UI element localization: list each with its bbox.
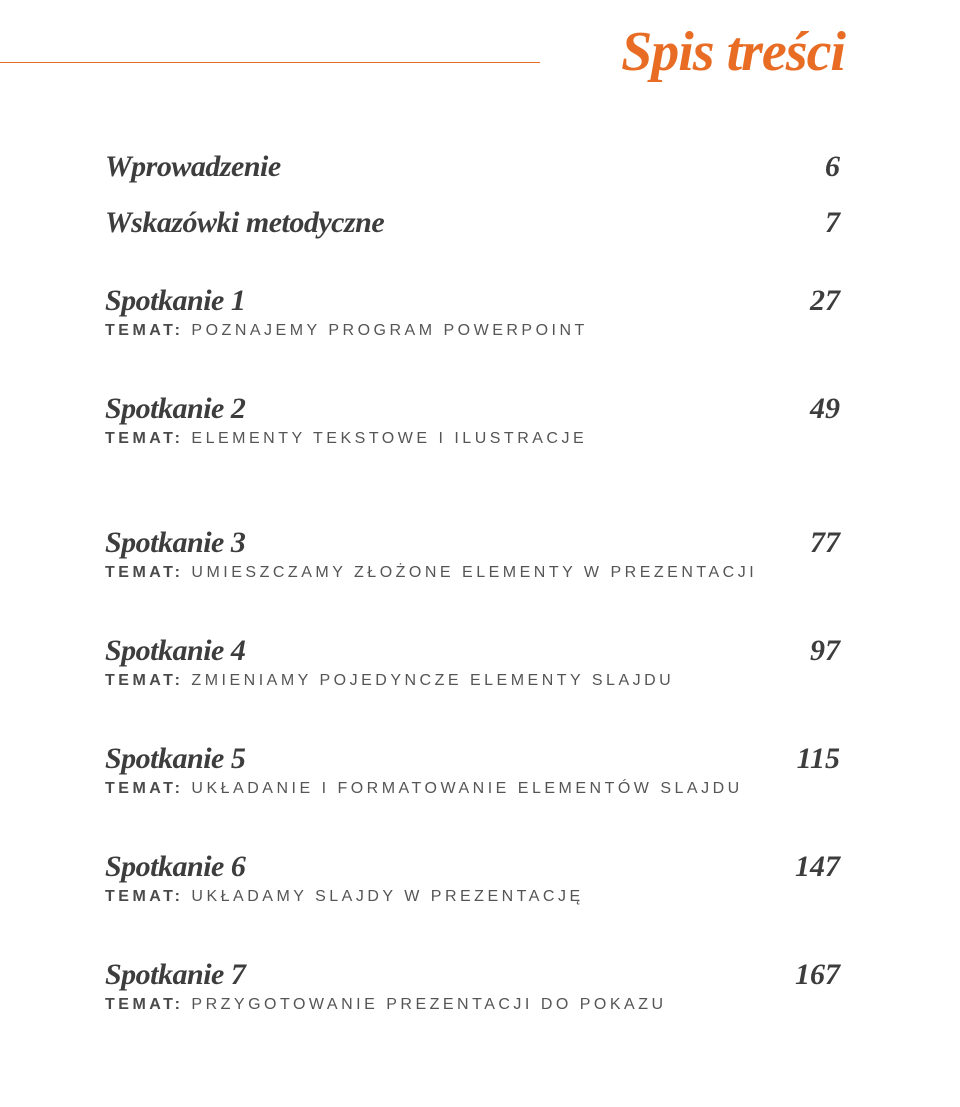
toc-sub-topic: PRZYGOTOWANIE PREZENTACJI DO POKAZU bbox=[191, 996, 666, 1013]
toc-heading: Spotkanie 6 bbox=[105, 850, 245, 884]
toc-entry: Spotkanie 5 115 TEMAT: UKŁADANIE I FORMA… bbox=[105, 742, 840, 798]
toc-subtitle: TEMAT: UMIESZCZAMY ZŁOŻONE ELEMENTY W PR… bbox=[105, 564, 840, 582]
toc-sub-label: TEMAT: bbox=[105, 322, 183, 339]
toc-heading: Wskazówki metodyczne bbox=[105, 206, 384, 240]
toc-entry: Spotkanie 1 27 TEMAT: POZNAJEMY PROGRAM … bbox=[105, 284, 840, 340]
toc-sub-label: TEMAT: bbox=[105, 780, 183, 797]
toc-entry: Spotkanie 7 167 TEMAT: PRZYGOTOWANIE PRE… bbox=[105, 958, 840, 1014]
toc-heading: Spotkanie 7 bbox=[105, 958, 245, 992]
toc-sub-label: TEMAT: bbox=[105, 430, 183, 447]
page-title: Spis treści bbox=[621, 20, 845, 84]
toc-subtitle: TEMAT: UKŁADANIE I FORMATOWANIE ELEMENTÓ… bbox=[105, 780, 840, 798]
toc-entry: Spotkanie 2 49 TEMAT: ELEMENTY TEKSTOWE … bbox=[105, 392, 840, 448]
toc-row: Spotkanie 1 27 bbox=[105, 284, 840, 318]
toc-page-number: 147 bbox=[795, 850, 840, 884]
toc-subtitle: TEMAT: UKŁADAMY SLAJDY W PREZENTACJĘ bbox=[105, 888, 840, 906]
toc-entry: Spotkanie 6 147 TEMAT: UKŁADAMY SLAJDY W… bbox=[105, 850, 840, 906]
toc-heading: Spotkanie 5 bbox=[105, 742, 245, 776]
toc-sub-label: TEMAT: bbox=[105, 672, 183, 689]
toc-sub-topic: UMIESZCZAMY ZŁOŻONE ELEMENTY W PREZENTAC… bbox=[191, 564, 757, 581]
toc-heading: Wprowadzenie bbox=[105, 150, 281, 184]
toc-heading: Spotkanie 3 bbox=[105, 526, 245, 560]
toc-page-number: 97 bbox=[810, 634, 840, 668]
toc-subtitle: TEMAT: PRZYGOTOWANIE PREZENTACJI DO POKA… bbox=[105, 996, 840, 1014]
toc-heading: Spotkanie 2 bbox=[105, 392, 245, 426]
toc-page-number: 115 bbox=[797, 742, 840, 776]
toc-entry: Wskazówki metodyczne 7 bbox=[105, 206, 840, 240]
toc-row: Spotkanie 5 115 bbox=[105, 742, 840, 776]
toc-entry: Spotkanie 4 97 TEMAT: ZMIENIAMY POJEDYNC… bbox=[105, 634, 840, 690]
toc-page-number: 27 bbox=[810, 284, 840, 318]
header-rule bbox=[0, 62, 540, 63]
toc-sub-topic: ZMIENIAMY POJEDYNCZE ELEMENTY SLAJDU bbox=[191, 672, 674, 689]
toc-sub-label: TEMAT: bbox=[105, 888, 183, 905]
toc-row: Spotkanie 3 77 bbox=[105, 526, 840, 560]
toc-row: Spotkanie 6 147 bbox=[105, 850, 840, 884]
toc-row: Wskazówki metodyczne 7 bbox=[105, 206, 840, 240]
page-root: Spis treści Wprowadzenie 6 Wskazówki met… bbox=[0, 0, 960, 1107]
toc-subtitle: TEMAT: ZMIENIAMY POJEDYNCZE ELEMENTY SLA… bbox=[105, 672, 840, 690]
toc-heading: Spotkanie 4 bbox=[105, 634, 245, 668]
toc-entry: Spotkanie 3 77 TEMAT: UMIESZCZAMY ZŁOŻON… bbox=[105, 526, 840, 582]
toc-subtitle: TEMAT: POZNAJEMY PROGRAM POWERPOINT bbox=[105, 322, 840, 340]
toc-subtitle: TEMAT: ELEMENTY TEKSTOWE I ILUSTRACJE bbox=[105, 430, 840, 448]
toc-sub-topic: UKŁADANIE I FORMATOWANIE ELEMENTÓW SLAJD… bbox=[191, 780, 742, 797]
toc-sub-topic: ELEMENTY TEKSTOWE I ILUSTRACJE bbox=[191, 430, 587, 447]
table-of-contents: Wprowadzenie 6 Wskazówki metodyczne 7 Sp… bbox=[105, 150, 840, 1014]
toc-page-number: 77 bbox=[810, 526, 840, 560]
toc-page-number: 7 bbox=[825, 206, 840, 240]
toc-page-number: 167 bbox=[795, 958, 840, 992]
toc-heading: Spotkanie 1 bbox=[105, 284, 245, 318]
toc-row: Spotkanie 7 167 bbox=[105, 958, 840, 992]
toc-entry: Wprowadzenie 6 bbox=[105, 150, 840, 184]
toc-sub-topic: POZNAJEMY PROGRAM POWERPOINT bbox=[191, 322, 587, 339]
toc-page-number: 6 bbox=[825, 150, 840, 184]
toc-sub-topic: UKŁADAMY SLAJDY W PREZENTACJĘ bbox=[191, 888, 583, 905]
toc-row: Spotkanie 2 49 bbox=[105, 392, 840, 426]
toc-page-number: 49 bbox=[810, 392, 840, 426]
toc-row: Wprowadzenie 6 bbox=[105, 150, 840, 184]
toc-sub-label: TEMAT: bbox=[105, 564, 183, 581]
toc-sub-label: TEMAT: bbox=[105, 996, 183, 1013]
toc-row: Spotkanie 4 97 bbox=[105, 634, 840, 668]
